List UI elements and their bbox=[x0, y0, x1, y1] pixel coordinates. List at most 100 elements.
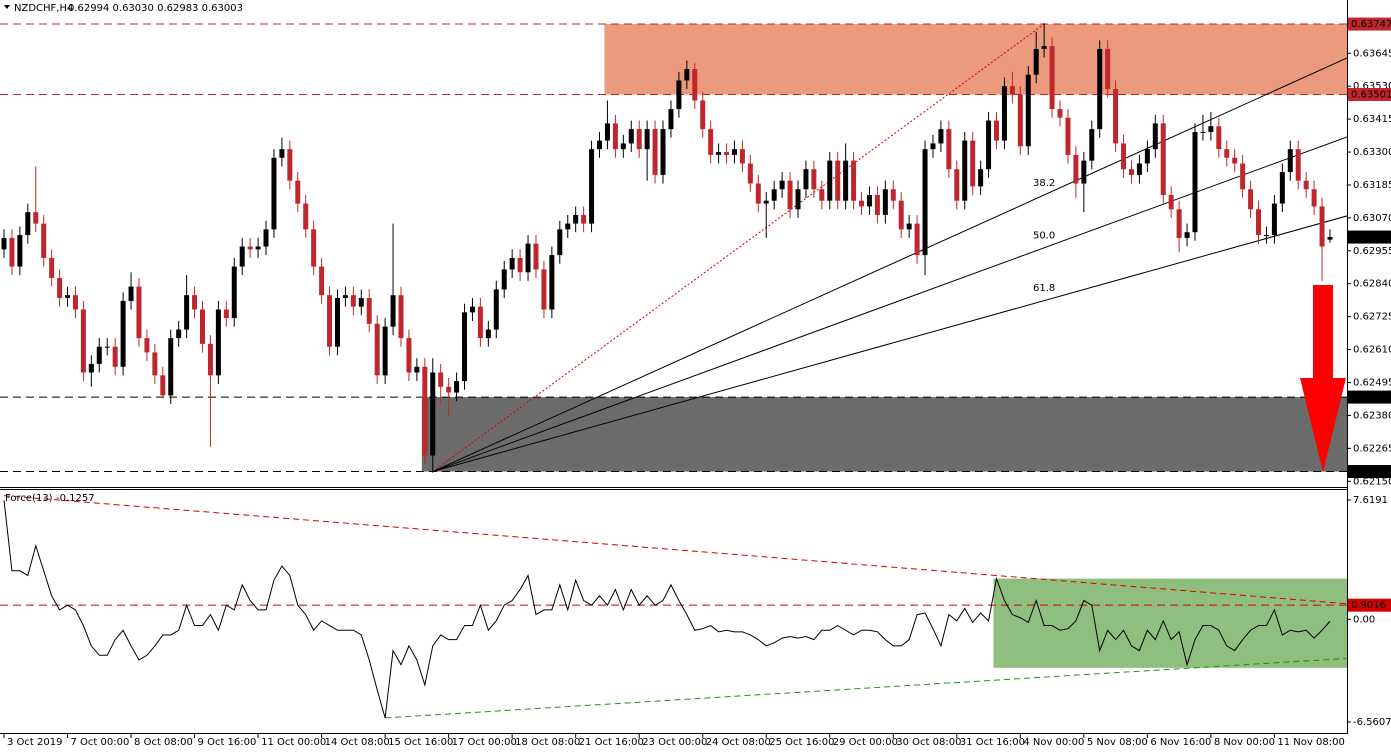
price-panel: 38.2 50.0 61.8 bbox=[0, 23, 1347, 473]
collapse-icon bbox=[4, 5, 10, 9]
y-tick-label: 0.63645 bbox=[1353, 48, 1391, 59]
x-tick-label: 14 Oct 08:00 bbox=[325, 737, 390, 748]
candle-body bbox=[152, 352, 158, 376]
candle-body bbox=[1192, 131, 1198, 233]
candle-body bbox=[295, 180, 301, 204]
candle-body bbox=[517, 257, 523, 273]
x-tick-label: 3 Oct 2019 bbox=[7, 737, 62, 748]
candle-body bbox=[1089, 129, 1095, 161]
candle-body bbox=[49, 257, 55, 278]
candle-body bbox=[1184, 232, 1190, 238]
y-tick-label: 0.63070 bbox=[1353, 213, 1391, 224]
candle-body bbox=[747, 163, 753, 184]
candle-body bbox=[597, 140, 602, 150]
level-label-box bbox=[1348, 598, 1391, 612]
candle-body bbox=[581, 215, 587, 224]
candle-body bbox=[469, 306, 475, 313]
level-label: 0.63747 bbox=[1351, 19, 1391, 30]
candle-body bbox=[604, 123, 610, 141]
candle-body bbox=[422, 366, 428, 456]
candle-body bbox=[334, 298, 340, 347]
symbol-title: NZDCHF,H4 bbox=[14, 3, 73, 14]
candle-body bbox=[898, 200, 904, 230]
candle-body bbox=[938, 129, 944, 144]
candle-body bbox=[525, 243, 531, 273]
candle-body bbox=[342, 295, 348, 299]
candle-body bbox=[962, 140, 968, 201]
candle-body bbox=[930, 143, 936, 150]
candle-body bbox=[1128, 169, 1134, 175]
fib-fan-line bbox=[432, 215, 1347, 473]
candle-body bbox=[414, 366, 420, 373]
x-tick-label: 5 Nov 08:00 bbox=[1087, 737, 1148, 748]
candle-body bbox=[763, 200, 769, 204]
candle-body bbox=[866, 194, 872, 207]
candle-body bbox=[771, 189, 777, 201]
zone bbox=[421, 397, 1347, 472]
candle-body bbox=[1121, 143, 1127, 170]
axes: 0.63645 0.63530 0.63415 0.63300 0.63185 0.630… bbox=[3, 17, 1391, 748]
candle-body bbox=[33, 212, 39, 224]
candle-body bbox=[406, 338, 412, 373]
candle-body bbox=[700, 100, 706, 130]
candle-body bbox=[787, 180, 793, 210]
candle-body bbox=[454, 381, 460, 393]
candle-body bbox=[890, 189, 896, 201]
candle-body bbox=[96, 346, 102, 364]
candle-body bbox=[628, 129, 634, 144]
candle-body bbox=[247, 246, 253, 250]
candle-body bbox=[1311, 189, 1317, 207]
candle-body bbox=[1240, 163, 1246, 190]
x-tick-label: 7 Oct 00:00 bbox=[71, 737, 130, 748]
candle-body bbox=[874, 194, 880, 216]
candle-body bbox=[311, 229, 317, 267]
candle-body bbox=[1271, 203, 1277, 236]
candle-body bbox=[708, 129, 714, 155]
candle-body bbox=[557, 229, 563, 256]
candle-body bbox=[652, 129, 658, 175]
candle-body bbox=[565, 223, 571, 230]
candle-body bbox=[1176, 209, 1182, 238]
candle-body bbox=[382, 326, 388, 376]
candle-body bbox=[25, 212, 31, 236]
candle-body bbox=[223, 309, 229, 319]
y-tick-label: 0.62380 bbox=[1353, 410, 1391, 421]
candle-body bbox=[1144, 149, 1150, 164]
candle-body bbox=[835, 160, 841, 201]
candle-body bbox=[779, 180, 785, 190]
candle-body bbox=[1248, 189, 1254, 210]
candle-body bbox=[231, 266, 237, 319]
x-tick-label: 15 Oct 16:00 bbox=[388, 737, 453, 748]
candle-body bbox=[207, 343, 213, 376]
candle-body bbox=[1017, 94, 1023, 147]
candle-body bbox=[446, 386, 452, 393]
candle-body bbox=[1081, 160, 1087, 184]
candle-body bbox=[1001, 86, 1007, 141]
y-tick-label: 0.62150 bbox=[1353, 476, 1391, 487]
candle-body bbox=[1113, 89, 1119, 144]
x-tick-label: 31 Oct 16:00 bbox=[960, 737, 1025, 748]
candle-body bbox=[668, 109, 674, 130]
candle-body bbox=[882, 189, 888, 216]
candle-body bbox=[1049, 46, 1055, 110]
candle-body bbox=[946, 129, 952, 170]
candle-body bbox=[739, 149, 745, 164]
x-tick-label: 23 Oct 00:00 bbox=[642, 737, 707, 748]
candle-body bbox=[636, 129, 642, 150]
highlight-box bbox=[993, 578, 1347, 668]
candle-body bbox=[906, 223, 912, 230]
candle-body bbox=[390, 295, 396, 327]
y-tick-label: 0.62840 bbox=[1353, 279, 1391, 290]
candle-body bbox=[287, 149, 293, 181]
level-label: 0.63501 bbox=[1351, 89, 1391, 100]
candle-body bbox=[859, 200, 865, 207]
candle-body bbox=[1168, 194, 1174, 210]
candle-body bbox=[136, 286, 142, 339]
candle-body bbox=[160, 375, 166, 396]
candle-body bbox=[239, 246, 245, 267]
candle-body bbox=[1303, 180, 1309, 190]
trendline bbox=[3, 495, 1346, 605]
candle-body bbox=[970, 140, 976, 187]
candle-body bbox=[1, 237, 7, 250]
force-panel bbox=[0, 495, 1347, 719]
